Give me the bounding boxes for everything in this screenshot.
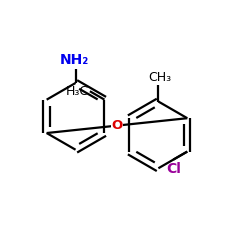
- Text: Cl: Cl: [166, 162, 181, 175]
- Text: CH₃: CH₃: [148, 71, 171, 84]
- Text: O: O: [111, 119, 122, 132]
- Text: NH₂: NH₂: [60, 54, 89, 68]
- Text: H₃C: H₃C: [66, 85, 89, 98]
